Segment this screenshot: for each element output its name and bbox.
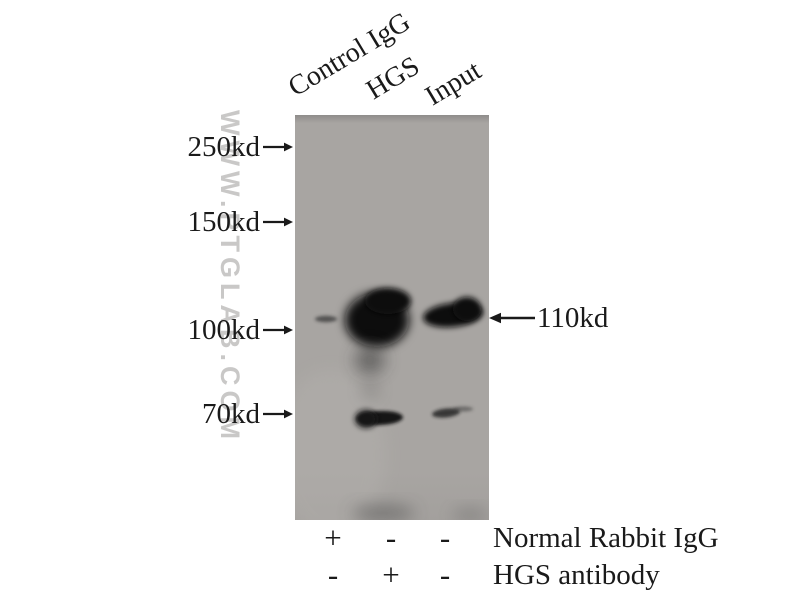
mw-marker-70kd: 70kd bbox=[202, 399, 293, 429]
blot-membrane bbox=[295, 115, 489, 520]
bottom-smudge-left bbox=[351, 505, 415, 520]
treatment-sign: - bbox=[327, 557, 339, 592]
band-input-110kd-right bbox=[453, 297, 481, 321]
right-arrow-icon bbox=[263, 325, 293, 335]
right-arrow-icon bbox=[263, 217, 293, 227]
target-band-label: 110kd bbox=[537, 302, 609, 334]
band-control-igg-110kd bbox=[315, 315, 337, 323]
mw-label-70kd: 70kd bbox=[202, 398, 260, 430]
right-arrow-icon bbox=[263, 409, 293, 419]
treatment-sign: - bbox=[439, 520, 451, 555]
mw-label-100kd: 100kd bbox=[187, 314, 261, 346]
ptglab-watermark: WWW.PTGLAB.COM bbox=[215, 110, 245, 444]
bottom-smudge-right bbox=[452, 509, 488, 520]
mw-marker-250kd: 250kd bbox=[187, 131, 293, 163]
band-hgs-70kd-left bbox=[355, 410, 377, 428]
target-band-annotation: 110kd bbox=[489, 303, 608, 333]
mw-label-150kd: 150kd bbox=[187, 206, 261, 238]
band-input-70kd bbox=[432, 408, 460, 418]
treatment-label-normal-rabbit-igg: Normal Rabbit IgG bbox=[493, 522, 719, 554]
treatment-label-hgs-antibody: HGS antibody bbox=[493, 559, 660, 591]
band-hgs-smear bbox=[355, 346, 385, 374]
treatment-sign: + bbox=[324, 520, 342, 555]
treatment-sign: - bbox=[385, 520, 397, 555]
left-arrow-icon bbox=[489, 312, 535, 324]
band-hgs-110kd-top bbox=[365, 288, 411, 314]
band-hgs-smear-faint bbox=[361, 381, 379, 399]
treatment-sign: + bbox=[382, 557, 400, 592]
lane-label-input: Input bbox=[420, 54, 487, 112]
mw-marker-150kd: 150kd bbox=[187, 206, 293, 238]
mw-label-250kd: 250kd bbox=[187, 131, 261, 163]
treatment-sign: - bbox=[439, 557, 451, 592]
band-input-70kd-tail bbox=[453, 406, 473, 412]
right-arrow-icon bbox=[263, 142, 293, 152]
mw-marker-100kd: 100kd bbox=[187, 314, 293, 346]
membrane-light-patch bbox=[295, 370, 385, 520]
